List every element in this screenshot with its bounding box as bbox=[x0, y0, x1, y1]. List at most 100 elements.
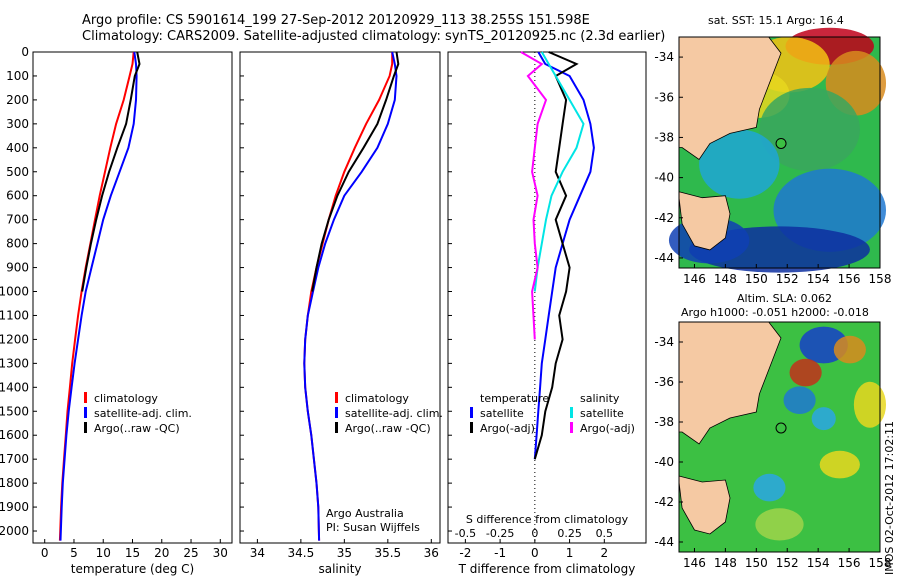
y-tick-label: 1200 bbox=[0, 332, 29, 346]
map-x-tick-label: 148 bbox=[714, 556, 737, 570]
legend-swatch bbox=[84, 392, 87, 403]
plot-frame bbox=[447, 51, 647, 544]
y-tick-label: 1500 bbox=[0, 404, 29, 418]
x-top-tick-label: -0.25 bbox=[486, 527, 514, 540]
map-x-tick-label: 150 bbox=[745, 556, 768, 570]
map-field-blob bbox=[755, 508, 804, 541]
y-tick-label: 1000 bbox=[0, 285, 29, 299]
legend-swatch bbox=[335, 407, 338, 418]
x-axis-label: temperature (deg C) bbox=[71, 562, 194, 576]
x-tick-label: 10 bbox=[96, 546, 111, 560]
legend-label: satellite bbox=[480, 407, 524, 420]
map-x-tick-label: 156 bbox=[838, 556, 861, 570]
x-tick-label: 34 bbox=[250, 546, 265, 560]
y-tick-label: 900 bbox=[6, 261, 29, 275]
institution-annotation: Argo Australia PI: Susan Wijffels bbox=[326, 507, 420, 535]
x-tick-label: 2 bbox=[600, 546, 608, 560]
legend-label: climatology bbox=[94, 392, 158, 405]
x-tick-label: 20 bbox=[154, 546, 169, 560]
x-axis-label: salinity bbox=[318, 562, 361, 576]
map-field-blob bbox=[753, 473, 786, 502]
x-tick-label: 0 bbox=[531, 546, 539, 560]
x-tick-label: -1 bbox=[494, 546, 506, 560]
x-top-tick-label: -0.5 bbox=[455, 527, 476, 540]
legend-swatch bbox=[84, 422, 87, 433]
legend-swatch bbox=[335, 422, 338, 433]
legend-swatch bbox=[570, 422, 573, 433]
map-field-blob bbox=[789, 358, 822, 387]
map-x-tick-label: 154 bbox=[807, 272, 830, 286]
map-y-tick-label: -40 bbox=[654, 455, 674, 469]
float-location-marker bbox=[775, 422, 787, 434]
map-y-tick-label: -36 bbox=[654, 90, 674, 104]
x-top-tick-label: 0.25 bbox=[557, 527, 582, 540]
x-tick-label: 35.5 bbox=[374, 546, 401, 560]
legend-heading: temperature bbox=[480, 392, 550, 405]
x-tick-label: 34.5 bbox=[288, 546, 315, 560]
y-tick-label: 100 bbox=[6, 69, 29, 83]
salinity-legend: climatology satellite-adj. clim. Argo(..… bbox=[335, 391, 443, 436]
map-y-tick-label: -44 bbox=[654, 535, 674, 549]
plot-frame bbox=[239, 51, 441, 544]
y-tick-label: 700 bbox=[6, 213, 29, 227]
y-tick-label: 0 bbox=[21, 45, 29, 59]
series-line bbox=[303, 51, 398, 541]
map-field-blob bbox=[759, 87, 860, 171]
series-line bbox=[59, 51, 138, 541]
figure-title-line-2: Climatology: CARS2009. Satellite-adjuste… bbox=[82, 29, 666, 44]
x-tick-label: 25 bbox=[183, 546, 198, 560]
annotation-line: Argo Australia bbox=[326, 507, 404, 520]
x-tick-label: 30 bbox=[213, 546, 228, 560]
map-x-tick-label: 150 bbox=[745, 272, 768, 286]
mainland-land bbox=[678, 36, 782, 161]
map-field-blob bbox=[819, 450, 860, 479]
map-y-tick-label: -38 bbox=[654, 415, 674, 429]
y-tick-label: 600 bbox=[6, 189, 29, 203]
x-tick-label: 5 bbox=[70, 546, 78, 560]
legend-label: Argo(-adj) bbox=[580, 422, 635, 435]
series-line bbox=[81, 51, 141, 292]
tasmania-land bbox=[678, 475, 731, 535]
legend-label: satellite bbox=[580, 407, 624, 420]
y-tick-label: 1100 bbox=[0, 308, 29, 322]
y-tick-label: 1400 bbox=[0, 380, 29, 394]
map-y-tick-label: -42 bbox=[654, 211, 674, 225]
legend-swatch bbox=[570, 407, 573, 418]
float-location-marker bbox=[775, 137, 787, 149]
map-field-blob bbox=[699, 129, 780, 199]
diff-temperature-legend: temperature satellite Argo(-adj) bbox=[470, 391, 549, 436]
map-field-blob bbox=[783, 386, 816, 415]
legend-swatch bbox=[84, 407, 87, 418]
legend-label: climatology bbox=[345, 392, 409, 405]
map-x-tick-label: 154 bbox=[807, 556, 830, 570]
map-y-tick-label: -36 bbox=[654, 375, 674, 389]
figure-title-line-1: Argo profile: CS 5901614_199 27-Sep-2012… bbox=[82, 13, 590, 28]
y-tick-label: 500 bbox=[6, 165, 29, 179]
series-line bbox=[520, 51, 548, 340]
legend-swatch bbox=[335, 392, 338, 403]
series-line bbox=[311, 51, 400, 292]
y-tick-label: 200 bbox=[6, 93, 29, 107]
map-x-tick-label: 146 bbox=[683, 272, 706, 286]
map-y-tick-label: -34 bbox=[654, 50, 674, 64]
map-x-tick-label: 158 bbox=[869, 272, 892, 286]
legend-swatch bbox=[470, 422, 473, 433]
map-x-tick-label: 148 bbox=[714, 272, 737, 286]
map-x-tick-label: 146 bbox=[683, 556, 706, 570]
legend-swatch bbox=[470, 407, 473, 418]
y-tick-label: 400 bbox=[6, 141, 29, 155]
series-line bbox=[533, 51, 579, 460]
map-frame bbox=[678, 36, 881, 269]
y-tick-label: 800 bbox=[6, 237, 29, 251]
annotation-line: PI: Susan Wijffels bbox=[326, 521, 420, 534]
legend-label: Argo(-adj) bbox=[480, 422, 535, 435]
sst-map-title: sat. SST: 15.1 Argo: 16.4 bbox=[708, 14, 844, 27]
x-tick-label: 15 bbox=[125, 546, 140, 560]
map-y-tick-label: -44 bbox=[654, 251, 674, 265]
map-y-tick-label: -42 bbox=[654, 495, 674, 509]
map-field-blob bbox=[853, 381, 887, 428]
series-line bbox=[533, 51, 585, 292]
timestamp-stamp: IMOS 02-Oct-2012 17:02:11 bbox=[883, 420, 896, 575]
